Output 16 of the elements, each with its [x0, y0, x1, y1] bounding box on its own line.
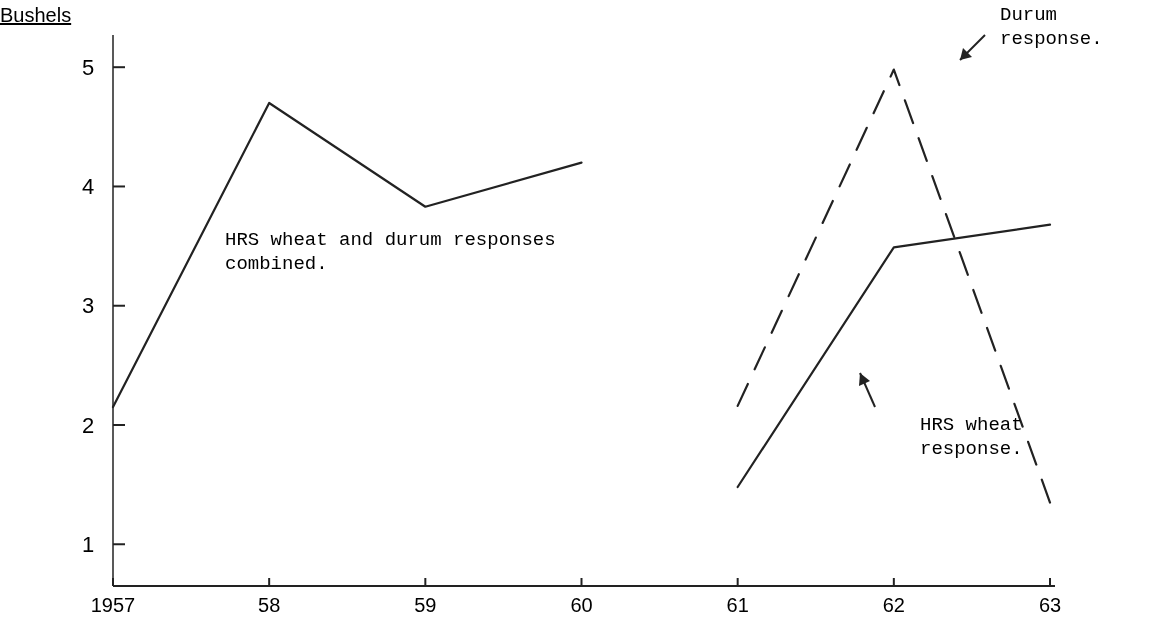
annotation: HRS wheat response.: [920, 414, 1023, 460]
y-tick-label: 1: [81, 531, 95, 557]
annotation: HRS wheat and durum responses combined.: [225, 229, 556, 275]
x-tick-label: 63: [1038, 594, 1062, 616]
y-axis-title: Bushels: [0, 4, 72, 26]
annotation: Durum response.: [1000, 4, 1103, 50]
x-tick-label: 61: [726, 594, 749, 616]
y-tick-label: 2: [81, 412, 95, 438]
x-tick-label: 62: [882, 594, 905, 616]
y-tick-label: 5: [81, 54, 95, 80]
x-tick-label: 58: [258, 594, 281, 616]
x-tick-label: 60: [570, 594, 593, 616]
y-tick-label: 3: [81, 293, 95, 319]
x-tick-label: 59: [414, 594, 437, 616]
y-tick-label: 4: [81, 174, 95, 200]
x-tick-label: 1957: [90, 594, 136, 616]
